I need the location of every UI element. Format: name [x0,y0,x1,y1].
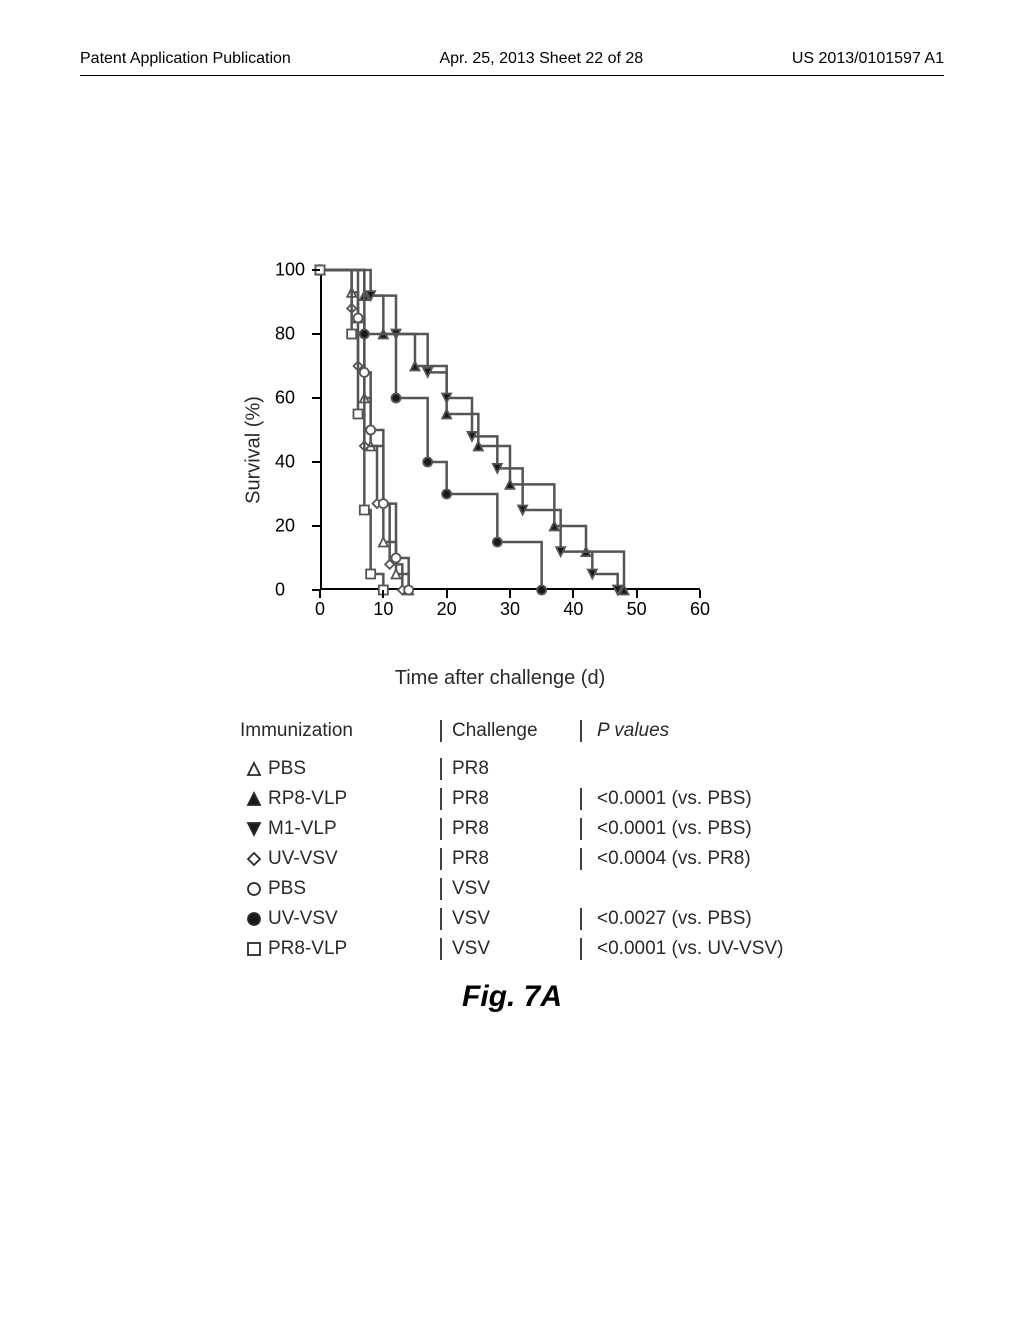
legend-row: UV-VSVPR8<0.0004 (vs. PR8) [240,844,800,874]
x-tick [446,590,448,598]
legend-marker-icon [240,940,268,958]
legend-header-immunization: Immunization [240,720,440,742]
y-tick [312,525,320,527]
survival-chart: Survival (%) 0204060801000102030405060 T… [260,260,740,640]
legend-immunization: RP8-VLP [268,788,440,810]
y-tick-label: 20 [275,516,295,537]
legend-immunization: UV-VSV [268,848,440,870]
x-tick [699,590,701,598]
legend-pvalue: <0.0001 (vs. PBS) [580,818,800,840]
legend-header-challenge: Challenge [440,720,580,742]
legend-pvalue: <0.0004 (vs. PR8) [580,848,800,870]
x-tick-label: 0 [315,599,325,620]
legend-immunization: PBS [268,878,440,900]
header-divider [80,75,944,76]
legend-pvalue: <0.0001 (vs. PBS) [580,788,800,810]
y-tick-label: 0 [275,580,285,601]
x-tick [572,590,574,598]
figure-caption: Fig. 7A [462,980,562,1014]
legend-table: Immunization Challenge P values PBSPR8RP… [240,720,800,964]
legend-challenge: PR8 [440,818,580,840]
legend-marker-icon [240,820,268,838]
x-tick-label: 50 [627,599,647,620]
legend-marker-icon [240,790,268,808]
page-header: Patent Application Publication Apr. 25, … [0,50,1024,68]
legend-immunization: PR8-VLP [268,938,440,960]
x-tick-label: 40 [563,599,583,620]
legend-row: UV-VSVVSV<0.0027 (vs. PBS) [240,904,800,934]
legend-marker-icon [240,880,268,898]
y-tick-label: 40 [275,452,295,473]
x-tick-label: 30 [500,599,520,620]
header-publication: Patent Application Publication [80,50,291,68]
legend-immunization: UV-VSV [268,908,440,930]
legend-row: RP8-VLPPR8<0.0001 (vs. PBS) [240,784,800,814]
legend-marker-icon [240,850,268,868]
legend-pvalue: <0.0027 (vs. PBS) [580,908,800,930]
y-axis-label: Survival (%) [242,396,265,504]
legend-challenge: PR8 [440,788,580,810]
legend-row: PR8-VLPVSV<0.0001 (vs. UV-VSV) [240,934,800,964]
y-tick [312,461,320,463]
y-tick [312,269,320,271]
legend-challenge: VSV [440,878,580,900]
legend-pvalue: <0.0001 (vs. UV-VSV) [580,938,800,960]
legend-marker-icon [240,760,268,778]
legend-immunization: PBS [268,758,440,780]
plot-area: 0204060801000102030405060 [320,270,700,590]
y-tick-label: 80 [275,324,295,345]
legend-row: PBSPR8 [240,754,800,784]
x-axis-label: Time after challenge (d) [395,667,605,690]
legend-header-row: Immunization Challenge P values [240,720,800,742]
legend-immunization: M1-VLP [268,818,440,840]
legend-challenge: PR8 [440,848,580,870]
x-tick-label: 20 [437,599,457,620]
y-tick-label: 100 [275,260,305,281]
legend-header-pvalues: P values [580,720,800,742]
x-tick-label: 10 [373,599,393,620]
header-date-sheet: Apr. 25, 2013 Sheet 22 of 28 [439,50,643,68]
legend-row: PBSVSV [240,874,800,904]
legend-marker-icon [240,910,268,928]
chart-svg [320,270,700,590]
legend-challenge: VSV [440,908,580,930]
legend-challenge: PR8 [440,758,580,780]
header-patent-number: US 2013/0101597 A1 [792,50,944,68]
x-tick [382,590,384,598]
legend-row: M1-VLPPR8<0.0001 (vs. PBS) [240,814,800,844]
x-tick-label: 60 [690,599,710,620]
y-tick [312,397,320,399]
y-tick-label: 60 [275,388,295,409]
y-tick [312,333,320,335]
x-tick [319,590,321,598]
x-tick [509,590,511,598]
legend-challenge: VSV [440,938,580,960]
x-tick [636,590,638,598]
